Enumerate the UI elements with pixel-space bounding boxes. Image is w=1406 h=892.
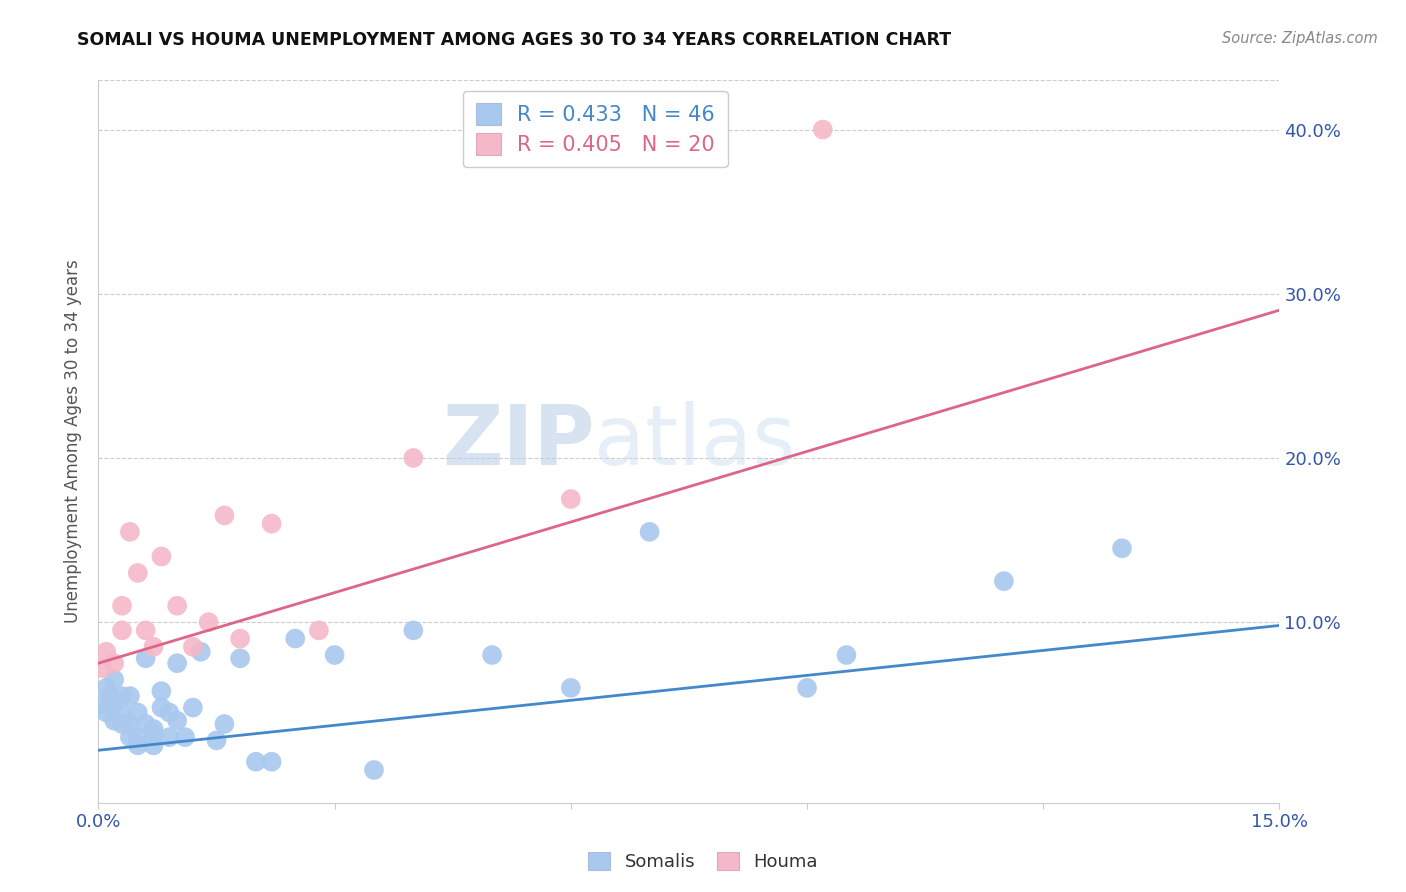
Y-axis label: Unemployment Among Ages 30 to 34 years: Unemployment Among Ages 30 to 34 years (65, 260, 83, 624)
Text: Source: ZipAtlas.com: Source: ZipAtlas.com (1222, 31, 1378, 46)
Point (993, 574, 1015, 588)
Point (481, 648, 503, 662)
Point (284, 632, 307, 646)
Point (1111, 541, 1133, 556)
Point (142, 640, 165, 654)
Point (91, 661, 114, 675)
Text: ZIP: ZIP (441, 401, 595, 482)
Point (135, 717, 157, 731)
Point (835, 648, 858, 662)
Point (111, 717, 134, 731)
Point (796, 681, 818, 695)
Point (96, 681, 118, 695)
Point (150, 549, 173, 564)
Point (118, 717, 141, 731)
Point (135, 651, 157, 665)
Point (135, 624, 157, 638)
Point (127, 706, 149, 720)
Point (229, 632, 252, 646)
Point (260, 516, 283, 531)
Point (142, 727, 165, 741)
Point (402, 624, 425, 638)
Point (181, 640, 204, 654)
Point (214, 508, 236, 523)
Point (111, 706, 134, 720)
Point (157, 706, 180, 720)
Point (197, 615, 219, 630)
Point (142, 722, 165, 736)
Point (111, 599, 134, 613)
Point (96, 645, 118, 659)
Point (214, 717, 236, 731)
Point (638, 524, 661, 539)
Point (323, 648, 346, 662)
Point (560, 681, 582, 695)
Point (127, 730, 149, 744)
Point (118, 730, 141, 744)
Point (174, 730, 197, 744)
Point (308, 624, 330, 638)
Point (402, 450, 425, 465)
Point (150, 700, 173, 714)
Point (245, 755, 267, 769)
Point (127, 739, 149, 753)
Point (363, 763, 385, 777)
Point (229, 651, 252, 665)
Legend: R = 0.433   N = 46, R = 0.405   N = 20: R = 0.433 N = 46, R = 0.405 N = 20 (463, 91, 727, 168)
Point (811, 122, 834, 136)
Point (166, 714, 188, 728)
Point (260, 755, 283, 769)
Legend: Somalis, Houma: Somalis, Houma (581, 845, 825, 879)
Point (111, 689, 134, 703)
Point (560, 491, 582, 506)
Text: atlas: atlas (595, 401, 796, 482)
Point (103, 673, 125, 687)
Point (142, 739, 165, 753)
Point (190, 645, 212, 659)
Point (118, 689, 141, 703)
Point (111, 624, 134, 638)
Point (150, 684, 173, 698)
Point (96, 706, 118, 720)
Point (205, 733, 228, 747)
Text: SOMALI VS HOUMA UNEMPLOYMENT AMONG AGES 30 TO 34 YEARS CORRELATION CHART: SOMALI VS HOUMA UNEMPLOYMENT AMONG AGES … (77, 31, 952, 49)
Point (98, 689, 121, 703)
Point (91, 698, 114, 712)
Point (103, 657, 125, 671)
Point (118, 524, 141, 539)
Point (127, 566, 149, 580)
Point (103, 698, 125, 712)
Point (181, 700, 204, 714)
Point (166, 657, 188, 671)
Point (157, 730, 180, 744)
Point (103, 714, 125, 728)
Point (166, 599, 188, 613)
